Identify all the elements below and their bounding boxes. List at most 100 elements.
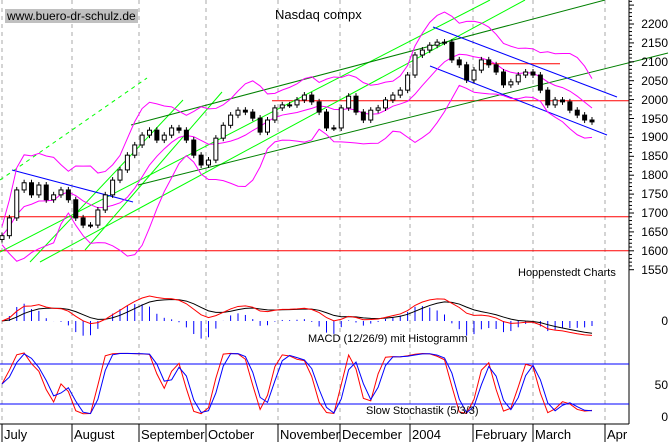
candle-body	[375, 107, 381, 111]
trend-line	[130, 0, 606, 126]
candle-body	[523, 71, 529, 76]
candle-body	[80, 217, 86, 226]
candle-body	[265, 119, 270, 133]
price-tick: 2200	[641, 17, 668, 31]
candle-body	[161, 134, 167, 141]
candle-body	[279, 104, 285, 109]
bollinger-band	[1, 53, 593, 236]
candle-body	[102, 194, 108, 211]
candle-body	[560, 99, 565, 103]
candle-body	[545, 89, 551, 106]
stochastic-label: Slow Stochastik (5/3/3)	[366, 405, 479, 417]
candle-body	[242, 109, 248, 113]
credit-label: Hoppenstedt Charts	[518, 267, 616, 279]
month-label: March	[535, 427, 572, 442]
candle-body	[198, 154, 204, 166]
price-tick: 1600	[641, 243, 668, 258]
month-label: October	[208, 427, 255, 442]
candle-body	[442, 41, 447, 44]
stoch-tick-50: 50	[654, 378, 668, 392]
candle-body	[294, 99, 300, 106]
candle-body	[110, 179, 116, 196]
month-label: September	[141, 427, 205, 442]
candle-body	[405, 74, 411, 91]
candle-body	[582, 114, 588, 121]
candle-body	[183, 129, 189, 141]
price-tick: 1550	[641, 262, 668, 277]
candle-body	[51, 194, 57, 201]
price-tick: 1750	[641, 187, 668, 202]
candle-body	[6, 217, 12, 237]
candle-body	[124, 154, 130, 171]
candle-body	[331, 127, 337, 130]
candle-body	[412, 54, 418, 76]
candle-body	[478, 59, 484, 71]
price-tick: 1800	[641, 168, 668, 183]
candle-body	[147, 129, 152, 136]
trend-line	[0, 77, 148, 181]
candle-body	[139, 134, 145, 146]
candle-body	[338, 107, 344, 129]
candle-body	[508, 81, 514, 86]
price-tick: 1900	[641, 130, 668, 145]
candle-body	[324, 111, 329, 129]
candle-body	[301, 94, 307, 101]
candle-body	[132, 144, 138, 156]
candle-body	[552, 99, 558, 106]
month-label: Apr	[607, 427, 628, 442]
candle-body	[287, 104, 293, 107]
candle-body	[530, 71, 536, 76]
candle-body	[360, 111, 366, 121]
month-label: November	[280, 427, 340, 442]
candle-body	[309, 94, 315, 103]
candle-body	[88, 224, 93, 227]
candle-body	[501, 71, 506, 86]
candle-body	[154, 129, 160, 141]
candle-body	[464, 64, 470, 81]
trend-line	[0, 0, 491, 253]
candle-body	[228, 114, 234, 126]
candle-body	[235, 109, 241, 116]
candle-body	[257, 117, 263, 133]
candle-body	[220, 124, 226, 139]
candle-body	[493, 64, 499, 73]
website-label: www.buero-dr-schulz.de	[5, 9, 138, 23]
price-tick: 2000	[641, 92, 668, 107]
candle-body	[486, 59, 492, 66]
candle-body	[449, 41, 455, 61]
macd-line	[1, 295, 593, 336]
stoch-d-line	[1, 352, 593, 415]
month-label: 2004	[412, 427, 441, 442]
candle-body	[213, 137, 219, 161]
candle-body	[21, 182, 27, 191]
candle-body	[0, 235, 5, 240]
candle-body	[206, 159, 211, 166]
chart-title: Nasdaq compx	[275, 7, 362, 22]
candle-body	[65, 189, 71, 201]
month-label: December	[342, 427, 402, 442]
price-tick: 1950	[641, 111, 668, 126]
candle-body	[43, 184, 49, 201]
candle-body	[117, 169, 123, 181]
price-tick: 2050	[641, 73, 668, 88]
candle-body	[36, 184, 42, 196]
candle-body	[515, 74, 521, 83]
stoch-k-line	[1, 352, 593, 415]
month-label: August	[74, 427, 115, 442]
macd-label: MACD (12/26/9) mit Histogramm	[308, 333, 468, 345]
candle-body	[427, 44, 433, 51]
candle-body	[176, 127, 182, 131]
trend-line	[432, 26, 618, 98]
candle-body	[316, 101, 322, 113]
trend-line	[137, 52, 669, 186]
candle-body	[434, 41, 440, 46]
trend-line	[29, 99, 184, 263]
candle-body	[368, 109, 374, 121]
bollinger-band	[1, 84, 593, 262]
candle-body	[14, 189, 20, 219]
candle-body	[419, 49, 425, 56]
candle-body	[29, 182, 34, 196]
trend-line	[429, 65, 608, 136]
